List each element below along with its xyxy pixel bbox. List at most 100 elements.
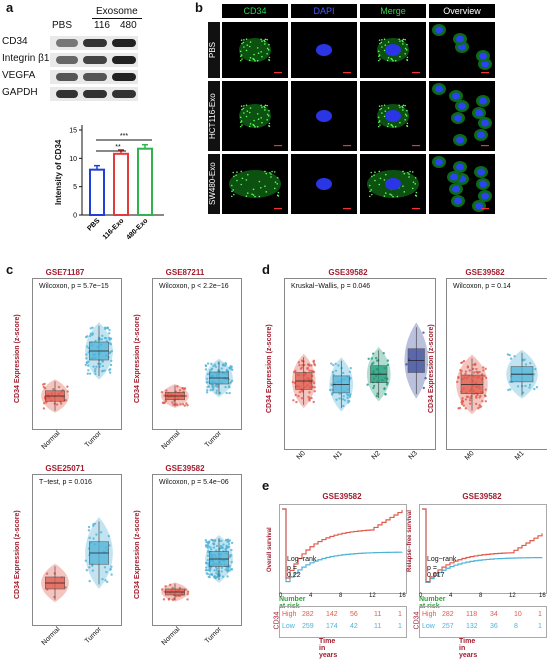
bar-116-Exo [113,152,129,216]
panel-label-c: c [6,262,14,277]
risk-group-label: CD34 [413,611,421,630]
x-tick-label: M1 [513,450,526,462]
km-title: GSE39582 [462,492,502,501]
plot-title: GSE71187 [45,268,85,277]
x-tick-label: M0 [463,450,476,462]
micrograph [360,154,426,214]
row-pbs: PBS [208,22,220,78]
lane-480: 480 [120,20,137,31]
km-xtick: 12 [509,593,516,599]
km-ylabel: Relapse−free survival [407,510,413,572]
micrograph [291,81,357,151]
km-xtick: 0 [279,593,283,599]
y-axis-label: CD34 Expression (z-score) [134,510,141,599]
bar-ytick: 10 [69,156,77,163]
risk-row-label: High [422,611,437,618]
plot-title: GSE39582 [465,268,505,277]
bar-xlabel: PBS [86,217,101,232]
col-dapi: DAPI [291,4,357,18]
risk-group-label: CD34 [273,611,281,630]
km-logrank: Log−rank [427,556,457,563]
risk-row-label: Low [282,623,295,630]
risk-count: 1 [398,623,402,630]
km-title: GSE39582 [322,492,362,501]
risk-count: 132 [466,623,478,630]
risk-count: 11 [374,611,382,618]
risk-row-label: Low [422,623,435,630]
lane-pbs: PBS [52,20,73,31]
bar-ytick: 15 [69,128,77,135]
plot-area: Wilcoxon, p = 0.14 [446,278,547,450]
panel-label-a: a [6,0,14,15]
x-tick-label: Tumor [83,626,103,646]
x-tick-label: N1 [332,450,345,462]
blot-vegfa [50,70,138,84]
y-axis-label: CD34 Expression (z-score) [266,324,273,413]
risk-count: 34 [490,611,498,618]
plot-area: T−test, p = 0.016 [32,474,122,626]
km-xtick: 4 [309,593,313,599]
micrograph [291,154,357,214]
x-tick-label: N0 [295,450,307,462]
risk-count: 282 [302,611,314,618]
col-overview: Overview [429,4,495,18]
row-hct116: HCT116-Exo [208,81,220,151]
panel-label-e: e [262,478,270,493]
y-axis-label: CD34 Expression (z-score) [428,324,435,413]
risk-count: 174 [326,623,338,630]
risk-count: 142 [326,611,338,618]
plot-title: GSE39582 [165,464,205,473]
x-tick-label: Tumor [203,626,223,646]
micrograph [222,81,288,151]
risk-count: 1 [538,611,542,618]
micrograph [360,81,426,151]
bar-PBS [89,168,105,216]
sig-480: *** [120,133,128,140]
km-xtick: 16 [399,593,406,599]
x-tick-label: Tumor [83,430,103,450]
blot-gapdh [50,87,138,101]
x-tick-label: Tumor [203,430,223,450]
x-tick-label: N3 [407,450,420,462]
sig-116: ** [115,144,121,151]
km-logrank: Log−rank [287,556,317,563]
km-xtick: 12 [369,593,376,599]
km-xlabel: Time in years [459,638,478,659]
risk-count: 118 [466,611,478,618]
x-tick-label: N2 [370,450,382,462]
exosome-header: Exosome [96,6,138,17]
blot-integrin [50,53,138,67]
blot-label-vegfa: VEGFA [2,70,36,81]
risk-count: 282 [442,611,454,618]
risk-row-label: High [282,611,297,618]
plot-area: Wilcoxon, p = 5.7e−15 [32,278,122,430]
risk-count: 1 [538,623,542,630]
risk-count: 11 [374,623,382,630]
risk-count: 257 [442,623,454,630]
blot-label-cd34: CD34 [2,36,28,47]
micrograph [429,22,495,78]
bar-480-Exo [137,147,153,217]
stat-text: T−test, p = 0.016 [39,479,92,486]
stat-text: Wilcoxon, p = 0.14 [453,283,511,290]
bar-xlabel: 116-Exo [102,217,126,241]
plot-area: Kruskal−Wallis, p = 0.046 [284,278,436,450]
x-tick-label: Normal [160,430,182,451]
risk-count: 8 [514,623,518,630]
micrograph [429,81,495,151]
y-axis-label: CD34 Expression (z-score) [14,314,21,403]
plot-title: GSE39582 [328,268,368,277]
y-axis-label: CD34 Expression (z-score) [134,314,141,403]
km-ylabel: Overall survival [267,527,273,572]
micrograph [291,22,357,78]
km-xtick: 0 [419,593,423,599]
lane-116: 116 [94,20,110,31]
micrograph [222,154,288,214]
km-xtick: 4 [449,593,453,599]
risk-count: 259 [302,623,314,630]
bar-ytick: 0 [73,213,77,220]
y-axis-label: CD34 Expression (z-score) [14,510,21,599]
risk-table: CD34 High 282 142 56 11 1 Low 259 174 42 11 1 [273,606,407,638]
plot-area: Wilcoxon, p < 2.2e−16 [152,278,242,430]
risk-count: 10 [514,611,522,618]
